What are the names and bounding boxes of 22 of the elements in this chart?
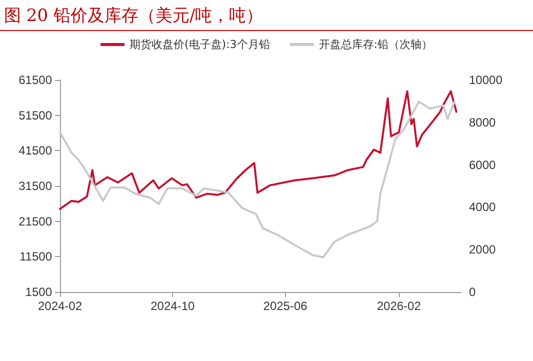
y2-tick-label: 8000 [469, 115, 496, 130]
legend-label: 期货收盘价(电子盘):3个月铅 [130, 38, 270, 51]
y-tick-label: 41500 [18, 144, 52, 158]
x-tick-label: 2024-02 [38, 299, 82, 313]
line-series [59, 100, 456, 258]
y-tick-label: 1500 [25, 285, 52, 299]
y-tick-label: 11500 [20, 250, 52, 264]
y2-tick-label: 0 [469, 285, 476, 299]
x-tick-label: 2026-02 [376, 299, 422, 313]
y-tick-label: 31500 [18, 179, 52, 193]
legend-label: 开盘总库存:铅（次轴） [318, 38, 433, 51]
y-tick-label: 21500 [18, 214, 52, 228]
y2-tick-label: 6000 [469, 158, 496, 172]
chart-title: 图 20 铅价及库存（美元/吨，吨） [4, 5, 264, 27]
x-tick-label: 2025-06 [263, 299, 308, 313]
line-series [59, 90, 458, 210]
y2-tick-label: 10000 [469, 73, 503, 87]
y-tick-label: 61500 [18, 73, 52, 87]
y2-tick-label: 2000 [469, 242, 496, 257]
y-tick-label: 51500 [18, 108, 52, 122]
x-tick-label: 2024-10 [150, 299, 195, 313]
y2-tick-label: 4000 [469, 200, 496, 214]
